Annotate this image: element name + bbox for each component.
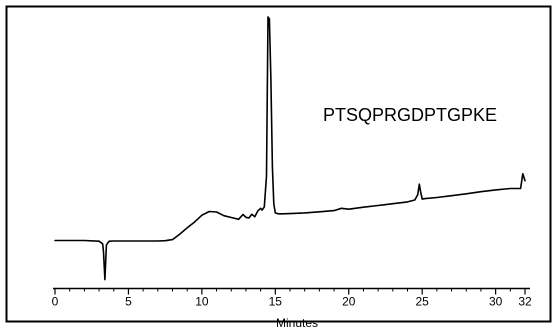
series-line (54, 16, 526, 281)
x-tick-label: 0 (52, 295, 59, 309)
x-axis-label: Minutes (276, 316, 318, 327)
chart-frame (5, 5, 552, 323)
x-tick-labels: 0 5 10 15 20 25 30 32 (52, 295, 532, 309)
x-tick-label: 5 (125, 295, 132, 309)
x-tick-label: 10 (195, 295, 209, 309)
x-tick-label: 25 (416, 295, 430, 309)
sequence-label: PTSQPRGDPTGPKE (323, 105, 497, 125)
x-tick-label: 32 (518, 295, 532, 309)
x-tick-label: 30 (489, 295, 503, 309)
x-ticks (54, 288, 526, 295)
x-tick-label: 20 (342, 295, 356, 309)
x-tick-label: 15 (269, 295, 283, 309)
